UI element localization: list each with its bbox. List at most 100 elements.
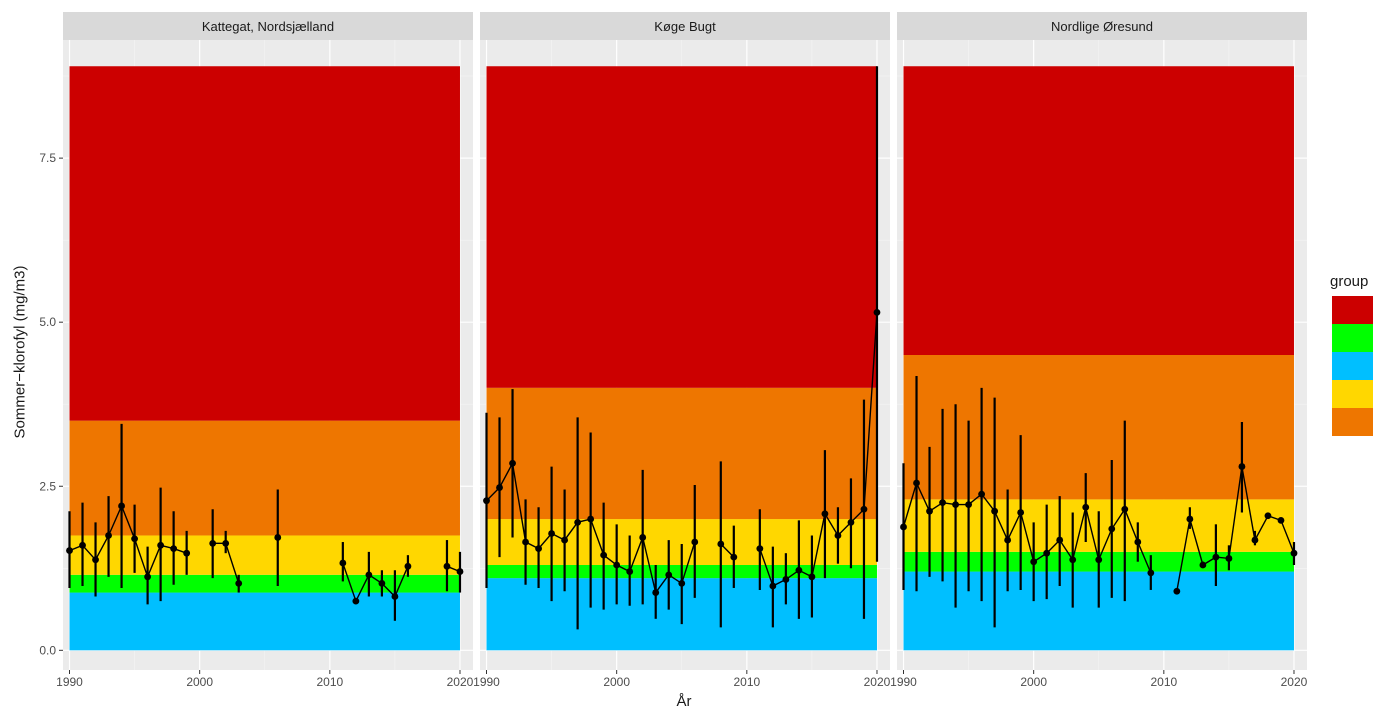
data-point — [873, 308, 881, 316]
data-point — [782, 576, 790, 583]
x-tick-label: 2010 — [1150, 675, 1177, 689]
data-point — [600, 551, 608, 559]
data-point — [1082, 503, 1090, 511]
data-point — [1186, 515, 1194, 523]
y-tick-label: 5.0 — [39, 315, 56, 329]
data-point — [352, 597, 360, 605]
data-point — [144, 573, 152, 581]
legend-key — [1332, 352, 1373, 380]
data-point — [1108, 525, 1116, 533]
data-point — [157, 541, 165, 549]
data-point — [483, 497, 490, 505]
data-point — [443, 562, 451, 570]
x-tick-label: 2010 — [733, 675, 760, 689]
data-point — [1095, 556, 1103, 564]
x-tick-label: 1990 — [473, 675, 500, 689]
data-point — [1290, 549, 1298, 557]
data-point — [665, 571, 673, 579]
facet-title: Kattegat, Nordsjælland — [202, 19, 334, 34]
status-band — [903, 66, 1294, 355]
data-point — [717, 540, 725, 548]
data-point — [79, 541, 86, 549]
data-point — [66, 547, 73, 554]
x-tick-label: 2000 — [186, 675, 213, 689]
data-point — [1225, 555, 1233, 562]
data-point — [587, 515, 595, 523]
data-point — [456, 568, 464, 575]
data-point — [1199, 561, 1207, 569]
data-point — [730, 553, 738, 561]
data-point — [522, 538, 529, 546]
data-point — [926, 507, 933, 515]
data-point — [574, 518, 582, 526]
data-point — [1056, 536, 1064, 544]
legend-key — [1332, 408, 1373, 436]
legend-key — [1332, 296, 1373, 324]
legend-key — [1332, 324, 1373, 352]
data-point — [808, 573, 816, 581]
data-point — [235, 579, 243, 587]
data-point — [1004, 536, 1012, 544]
y-tick-label: 2.5 — [39, 479, 56, 493]
data-point — [561, 536, 569, 544]
data-point — [131, 535, 138, 543]
facet-strip — [63, 12, 473, 40]
x-tick-label: 1990 — [56, 675, 83, 689]
status-band — [903, 355, 1294, 500]
status-band — [486, 66, 877, 388]
status-band — [69, 535, 460, 575]
data-point — [496, 484, 503, 491]
series-line — [69, 504, 187, 579]
data-point — [939, 499, 946, 507]
data-point — [1134, 538, 1142, 546]
data-point — [1173, 587, 1181, 595]
data-point — [274, 534, 282, 541]
data-point — [652, 589, 660, 596]
facet-strip — [480, 12, 890, 40]
data-point — [1017, 509, 1025, 516]
data-point — [1069, 556, 1077, 564]
data-point — [509, 459, 516, 467]
status-band — [69, 420, 460, 536]
facet-title: Køge Bugt — [654, 19, 716, 34]
data-point — [1043, 549, 1051, 557]
data-point — [991, 507, 999, 515]
status-band — [486, 387, 877, 520]
x-tick-label: 2020 — [1281, 675, 1308, 689]
data-point — [365, 571, 373, 579]
legend-title: group — [1330, 273, 1368, 290]
data-point — [952, 501, 959, 509]
x-tick-label: 2000 — [1020, 675, 1047, 689]
data-point — [222, 539, 230, 547]
data-point — [913, 479, 920, 487]
y-tick-label: 0.0 — [39, 643, 56, 657]
facet-title: Nordlige Øresund — [1051, 19, 1153, 34]
data-point — [170, 545, 178, 552]
data-point — [92, 556, 99, 564]
data-point — [847, 518, 855, 526]
data-point — [548, 530, 555, 537]
data-point — [1264, 512, 1272, 520]
y-axis-label: Sommer−klorofyl (mg/m3) — [11, 265, 29, 439]
data-point — [1238, 463, 1246, 470]
data-point — [756, 545, 764, 552]
data-point — [1251, 536, 1259, 544]
data-point — [1030, 558, 1038, 566]
data-point — [1121, 505, 1129, 513]
data-point — [1277, 516, 1285, 524]
data-point — [834, 532, 842, 539]
status-band — [69, 592, 460, 651]
data-point — [378, 579, 386, 587]
data-point — [821, 510, 829, 518]
data-point — [795, 566, 803, 574]
data-point — [900, 523, 907, 531]
x-tick-label: 1990 — [890, 675, 917, 689]
data-point — [391, 593, 399, 600]
status-band — [69, 574, 460, 593]
legend-key — [1332, 380, 1373, 408]
data-point — [978, 490, 986, 498]
series-line — [1176, 466, 1295, 592]
data-point — [105, 532, 112, 539]
data-point — [691, 538, 699, 546]
